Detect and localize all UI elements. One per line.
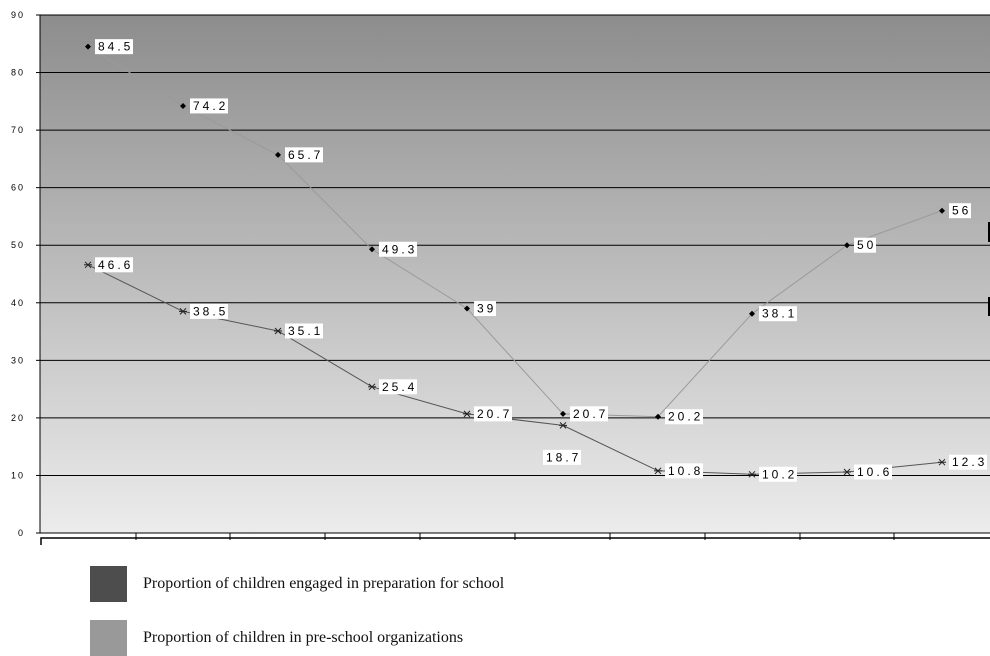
data-label-box xyxy=(285,147,323,163)
marker-stroke xyxy=(654,467,662,475)
data-label-box xyxy=(95,39,133,55)
data-label: 38.5 xyxy=(193,304,228,318)
data-point xyxy=(938,458,946,466)
data-label-box xyxy=(379,379,417,395)
data-label: 35.1 xyxy=(288,324,323,338)
data-label: 20.7 xyxy=(477,407,512,421)
data-label: 84.5 xyxy=(98,40,133,54)
data-label: 20.7 xyxy=(573,407,608,421)
marker-stroke xyxy=(274,327,282,335)
data-label-box xyxy=(285,323,323,339)
data-label-box xyxy=(949,203,971,219)
data-label-box xyxy=(190,303,228,319)
legend-swatch-dark xyxy=(90,566,127,602)
legend-label: Proportion of children engaged in prepar… xyxy=(143,575,505,592)
legend-item-preschool: Proportion of children in pre-school org… xyxy=(90,620,463,656)
data-label-box xyxy=(543,449,581,465)
data-label-box xyxy=(379,241,417,257)
y-tick-label: 50 xyxy=(11,240,25,250)
data-label-box xyxy=(570,406,608,422)
data-label-box xyxy=(665,463,703,479)
data-label: 49.3 xyxy=(382,242,417,256)
data-label: 10.8 xyxy=(668,464,703,478)
data-point xyxy=(274,327,282,335)
data-label-box xyxy=(474,406,512,422)
data-label: 12.3 xyxy=(952,455,987,469)
marker-stroke xyxy=(843,468,851,476)
data-label-box xyxy=(95,257,133,273)
data-label: 74.2 xyxy=(193,99,228,113)
data-point xyxy=(655,413,661,420)
data-label-box xyxy=(190,98,228,114)
data-label: 39 xyxy=(477,302,496,316)
marker-stroke xyxy=(179,308,187,315)
data-point xyxy=(85,43,91,50)
data-label-box xyxy=(759,306,797,322)
data-label: 25.4 xyxy=(382,380,417,394)
data-label: 65.7 xyxy=(288,148,323,162)
series-line xyxy=(87,264,943,475)
y-tick-label: 70 xyxy=(11,125,25,135)
data-point xyxy=(559,422,567,429)
data-label-box xyxy=(474,301,496,317)
data-label: 56 xyxy=(952,204,971,218)
y-tick-label: 40 xyxy=(11,298,25,308)
y-tick-label: 30 xyxy=(11,355,25,365)
data-point xyxy=(368,383,376,391)
data-label-box xyxy=(665,409,703,425)
legend-swatch-light xyxy=(90,620,127,656)
data-label: 46.6 xyxy=(98,258,133,272)
legend-item-preparation: Proportion of children engaged in prepar… xyxy=(90,566,504,602)
data-point xyxy=(180,102,186,109)
data-label: 38.1 xyxy=(762,307,797,321)
data-label: 50 xyxy=(857,238,876,252)
legend-label: Proportion of children in pre-school org… xyxy=(143,629,464,646)
y-tick-label: 80 xyxy=(11,68,25,78)
data-label: 20.2 xyxy=(668,410,703,424)
data-label-box xyxy=(854,464,892,480)
marker-stroke xyxy=(84,261,92,269)
data-point xyxy=(654,467,662,475)
data-point xyxy=(748,470,756,478)
data-label-box xyxy=(759,466,797,482)
data-point xyxy=(463,410,471,418)
series-line xyxy=(87,46,943,418)
data-point xyxy=(843,468,851,476)
x-axis-label-box xyxy=(40,537,990,545)
plot-background xyxy=(40,15,990,533)
y-tick-label: 90 xyxy=(11,10,25,20)
y-tick-label: 0 xyxy=(18,528,25,538)
data-point xyxy=(275,151,281,158)
marker-stroke xyxy=(463,410,471,418)
marker-stroke xyxy=(748,470,756,478)
data-label: 18.7 xyxy=(546,450,581,464)
data-point xyxy=(84,261,92,269)
data-label-box xyxy=(854,237,876,253)
marker-stroke xyxy=(938,458,946,466)
y-tick-label: 60 xyxy=(11,183,25,193)
y-tick-label: 20 xyxy=(11,413,25,423)
data-point xyxy=(369,246,375,253)
y-tick-label: 10 xyxy=(11,470,25,480)
data-point xyxy=(939,207,945,214)
marker-stroke xyxy=(559,422,567,429)
data-label: 10.6 xyxy=(857,465,892,479)
data-point xyxy=(179,308,187,315)
data-point xyxy=(844,242,850,249)
data-point xyxy=(560,410,566,417)
data-point xyxy=(464,305,470,312)
data-label-box xyxy=(949,454,987,470)
data-point xyxy=(749,310,755,317)
data-label: 10.2 xyxy=(762,467,797,481)
marker-stroke xyxy=(368,383,376,391)
